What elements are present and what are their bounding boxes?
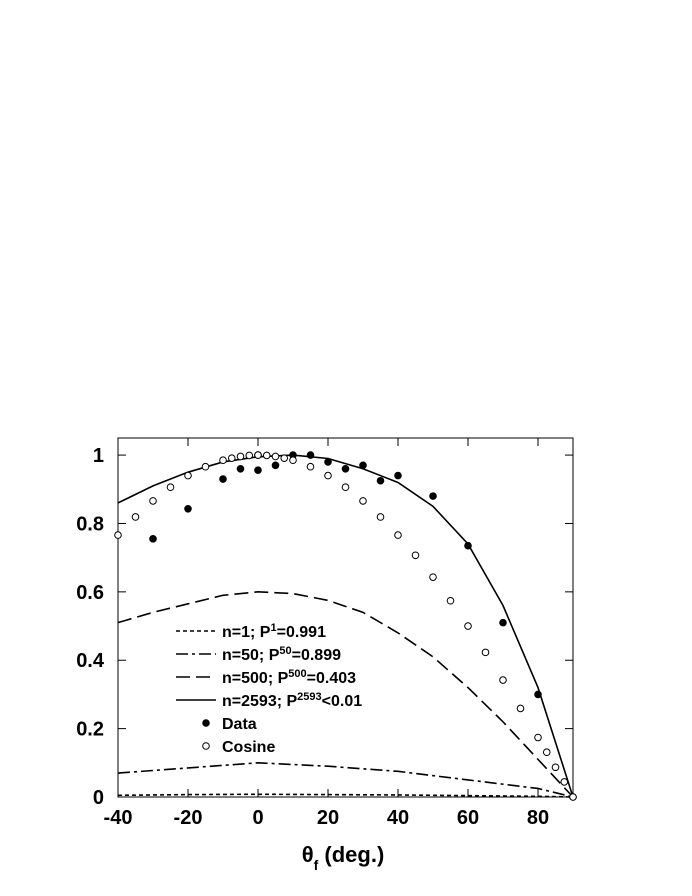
legend-label-part: =0.403 — [307, 670, 356, 687]
legend-label-part: <0.01 — [322, 693, 363, 710]
legend-label: Cosine — [222, 739, 275, 756]
series-line — [117, 793, 574, 798]
legend-swatch — [202, 742, 210, 750]
data-point — [551, 763, 560, 772]
legend-label-part: n=1; P — [222, 624, 271, 641]
data-point — [542, 748, 551, 757]
data-point — [131, 513, 140, 521]
data-point — [254, 466, 262, 474]
data-point — [201, 462, 210, 471]
data-point — [236, 452, 245, 461]
legend-label-part: 50 — [279, 645, 291, 657]
data-point — [341, 483, 350, 492]
legend-label-part: n=500; P — [222, 670, 289, 687]
data-point — [464, 541, 472, 550]
data-point — [324, 458, 332, 466]
x-axis-label-part: (deg.) — [318, 842, 384, 867]
data-point — [429, 492, 437, 500]
legend-label-part: 1 — [270, 622, 276, 634]
data-point — [376, 476, 385, 485]
data-point — [306, 451, 315, 459]
data-point — [534, 690, 542, 699]
x-tick-label: 20 — [317, 807, 339, 829]
data-point — [534, 733, 542, 742]
data-point — [359, 497, 367, 505]
legend-label-part: =0.991 — [277, 624, 326, 641]
legend-swatch — [202, 719, 210, 727]
y-tick-label: 0.6 — [76, 582, 104, 604]
legend-label-part: =0.899 — [292, 647, 341, 664]
data-point — [219, 475, 227, 483]
data-point — [499, 676, 507, 684]
y-tick-label: 0 — [93, 787, 104, 809]
legend-label: n=1; P1=0.991 — [222, 622, 326, 641]
x-tick-label: -20 — [174, 807, 203, 829]
data-point — [184, 504, 192, 513]
x-axis-label-part: θ — [302, 842, 314, 867]
data-point — [271, 461, 280, 470]
legend-label-part: 500 — [288, 668, 306, 680]
data-point — [262, 451, 271, 460]
legend-label-part: Cosine — [222, 739, 275, 756]
series-line — [117, 591, 574, 798]
data-point — [236, 464, 245, 473]
data-point — [280, 454, 289, 462]
data-point — [499, 618, 507, 627]
legend-label: n=500; P500=0.403 — [222, 668, 356, 687]
data-point — [481, 648, 490, 657]
plot-frame — [117, 437, 574, 798]
x-axis-label-part: f — [314, 857, 319, 873]
series-line — [117, 454, 574, 798]
data-point — [271, 452, 280, 461]
data-point — [394, 471, 402, 480]
y-tick-label: 0.8 — [76, 513, 104, 535]
data-point — [254, 451, 262, 459]
legend-label: n=50; P50=0.899 — [222, 645, 341, 664]
data-point — [394, 531, 402, 539]
data-point — [184, 471, 192, 480]
data-point — [324, 471, 332, 480]
data-point — [560, 778, 569, 786]
legend-label-part: n=2593; P — [222, 693, 297, 710]
x-axis-label: θf (deg.) — [302, 842, 385, 873]
y-tick-label: 0.4 — [76, 650, 105, 672]
data-point — [245, 451, 254, 460]
data-point — [306, 462, 315, 471]
data-point — [166, 483, 175, 492]
data-point — [341, 464, 350, 473]
x-tick-label: 80 — [527, 807, 549, 829]
x-tick-label: 60 — [457, 807, 479, 829]
data-point — [149, 535, 157, 543]
data-point — [227, 454, 236, 462]
x-tick-label: 0 — [252, 807, 263, 829]
data-point — [516, 704, 525, 713]
legend-label-part: Data — [222, 716, 257, 733]
series-line — [117, 762, 574, 798]
legend-label: n=2593; P2593<0.01 — [222, 691, 362, 710]
data-point — [114, 531, 122, 539]
data-point — [446, 596, 455, 605]
data-point — [429, 573, 437, 581]
data-point — [411, 551, 420, 560]
data-point — [289, 456, 297, 465]
legend-label-part: n=50; P — [222, 647, 280, 664]
x-tick-label: 40 — [387, 807, 409, 829]
x-tick-label: -40 — [104, 807, 133, 829]
legend-label: Data — [222, 716, 257, 733]
y-tick-label: 1 — [93, 445, 104, 467]
legend-label-part: 2593 — [297, 691, 321, 703]
data-point — [569, 793, 577, 801]
data-point — [376, 513, 385, 521]
y-tick-label: 0.2 — [76, 719, 104, 741]
data-point — [219, 456, 227, 465]
data-point — [359, 461, 367, 470]
data-point — [149, 497, 157, 505]
data-point — [464, 622, 472, 630]
